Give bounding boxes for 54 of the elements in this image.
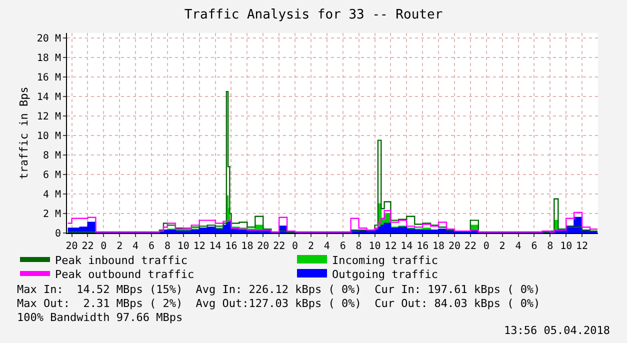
y-tick-label: 0 <box>54 228 61 240</box>
x-tick-label: 4 <box>132 241 139 252</box>
y-axis-title: traffic in Bps <box>18 86 31 180</box>
text: Max Out: 2.31 MBps ( 2%) Avg Out:127.03 kBps ( 0%) Cur Out: 84.03 kBps ( 0%) <box>17 297 540 310</box>
x-tick-label: 14 <box>400 241 413 252</box>
x-tick-label: 0 <box>100 241 107 252</box>
x-tick-label: 20 <box>448 241 461 252</box>
x-tick-label: 0 <box>292 241 298 252</box>
legend-label: Peak inbound traffic <box>55 254 188 267</box>
x-tick-label: 10 <box>560 241 572 252</box>
x-tick-label: 20 <box>66 241 78 252</box>
chart-title: Traffic Analysis for 33 -- Router <box>184 8 443 23</box>
x-tick-label: 2 <box>499 241 506 252</box>
x-tick-label: 12 <box>576 241 588 252</box>
legend-label: Peak outbound traffic <box>55 268 194 281</box>
y-tick-label: 18 M <box>36 52 61 64</box>
x-tick-label: 22 <box>273 241 286 252</box>
y-tick-label: 12 M <box>36 111 61 122</box>
x-tick-label: 18 <box>432 241 445 252</box>
y-tick-label: 10 M <box>36 130 61 142</box>
x-tick-label: 6 <box>340 241 346 252</box>
x-tick-label: 22 <box>82 241 94 252</box>
y-tick-label: 6 M <box>42 170 61 181</box>
y-tick-label: 2 M <box>42 208 61 220</box>
text: 100% Bandwidth 97.66 MBps <box>17 311 183 324</box>
x-tick-label: 8 <box>547 241 554 252</box>
x-tick-label: 4 <box>324 241 330 252</box>
y-tick-label: 14 M <box>36 92 61 103</box>
x-tick-label: 6 <box>531 241 538 252</box>
x-tick-label: 16 <box>225 241 238 252</box>
x-tick-label: 14 <box>209 241 222 252</box>
x-tick-label: 8 <box>164 241 170 252</box>
x-tick-label: 10 <box>177 241 190 252</box>
x-tick-label: 12 <box>193 241 206 252</box>
x-tick-label: 12 <box>384 241 397 252</box>
text: 13:56 05.04.2018 <box>504 324 610 337</box>
y-tick-label: 4 M <box>42 189 61 200</box>
x-tick-label: 10 <box>368 241 381 252</box>
legend-label: Outgoing traffic <box>332 268 438 281</box>
y-tick-label: 16 M <box>36 72 61 84</box>
y-tick-label: 8 M <box>42 150 61 162</box>
x-tick-label: 6 <box>148 241 155 252</box>
x-tick-label: 4 <box>515 241 522 252</box>
legend-label: Incoming traffic <box>332 254 438 267</box>
x-tick-label: 18 <box>241 241 254 252</box>
y-tick-label: 20 M <box>36 33 61 44</box>
x-tick-label: 8 <box>356 241 362 252</box>
x-tick-label: 22 <box>464 241 476 252</box>
x-tick-label: 16 <box>416 241 429 252</box>
x-tick-label: 2 <box>308 241 314 252</box>
x-tick-label: 0 <box>483 241 490 252</box>
x-tick-label: 20 <box>257 241 270 252</box>
text: Max In: 14.52 MBps (15%) Avg In: 226.12 kBps ( 0%) Cur In: 197.61 kBps ( 0%) <box>17 283 540 296</box>
x-tick-label: 2 <box>116 241 123 252</box>
